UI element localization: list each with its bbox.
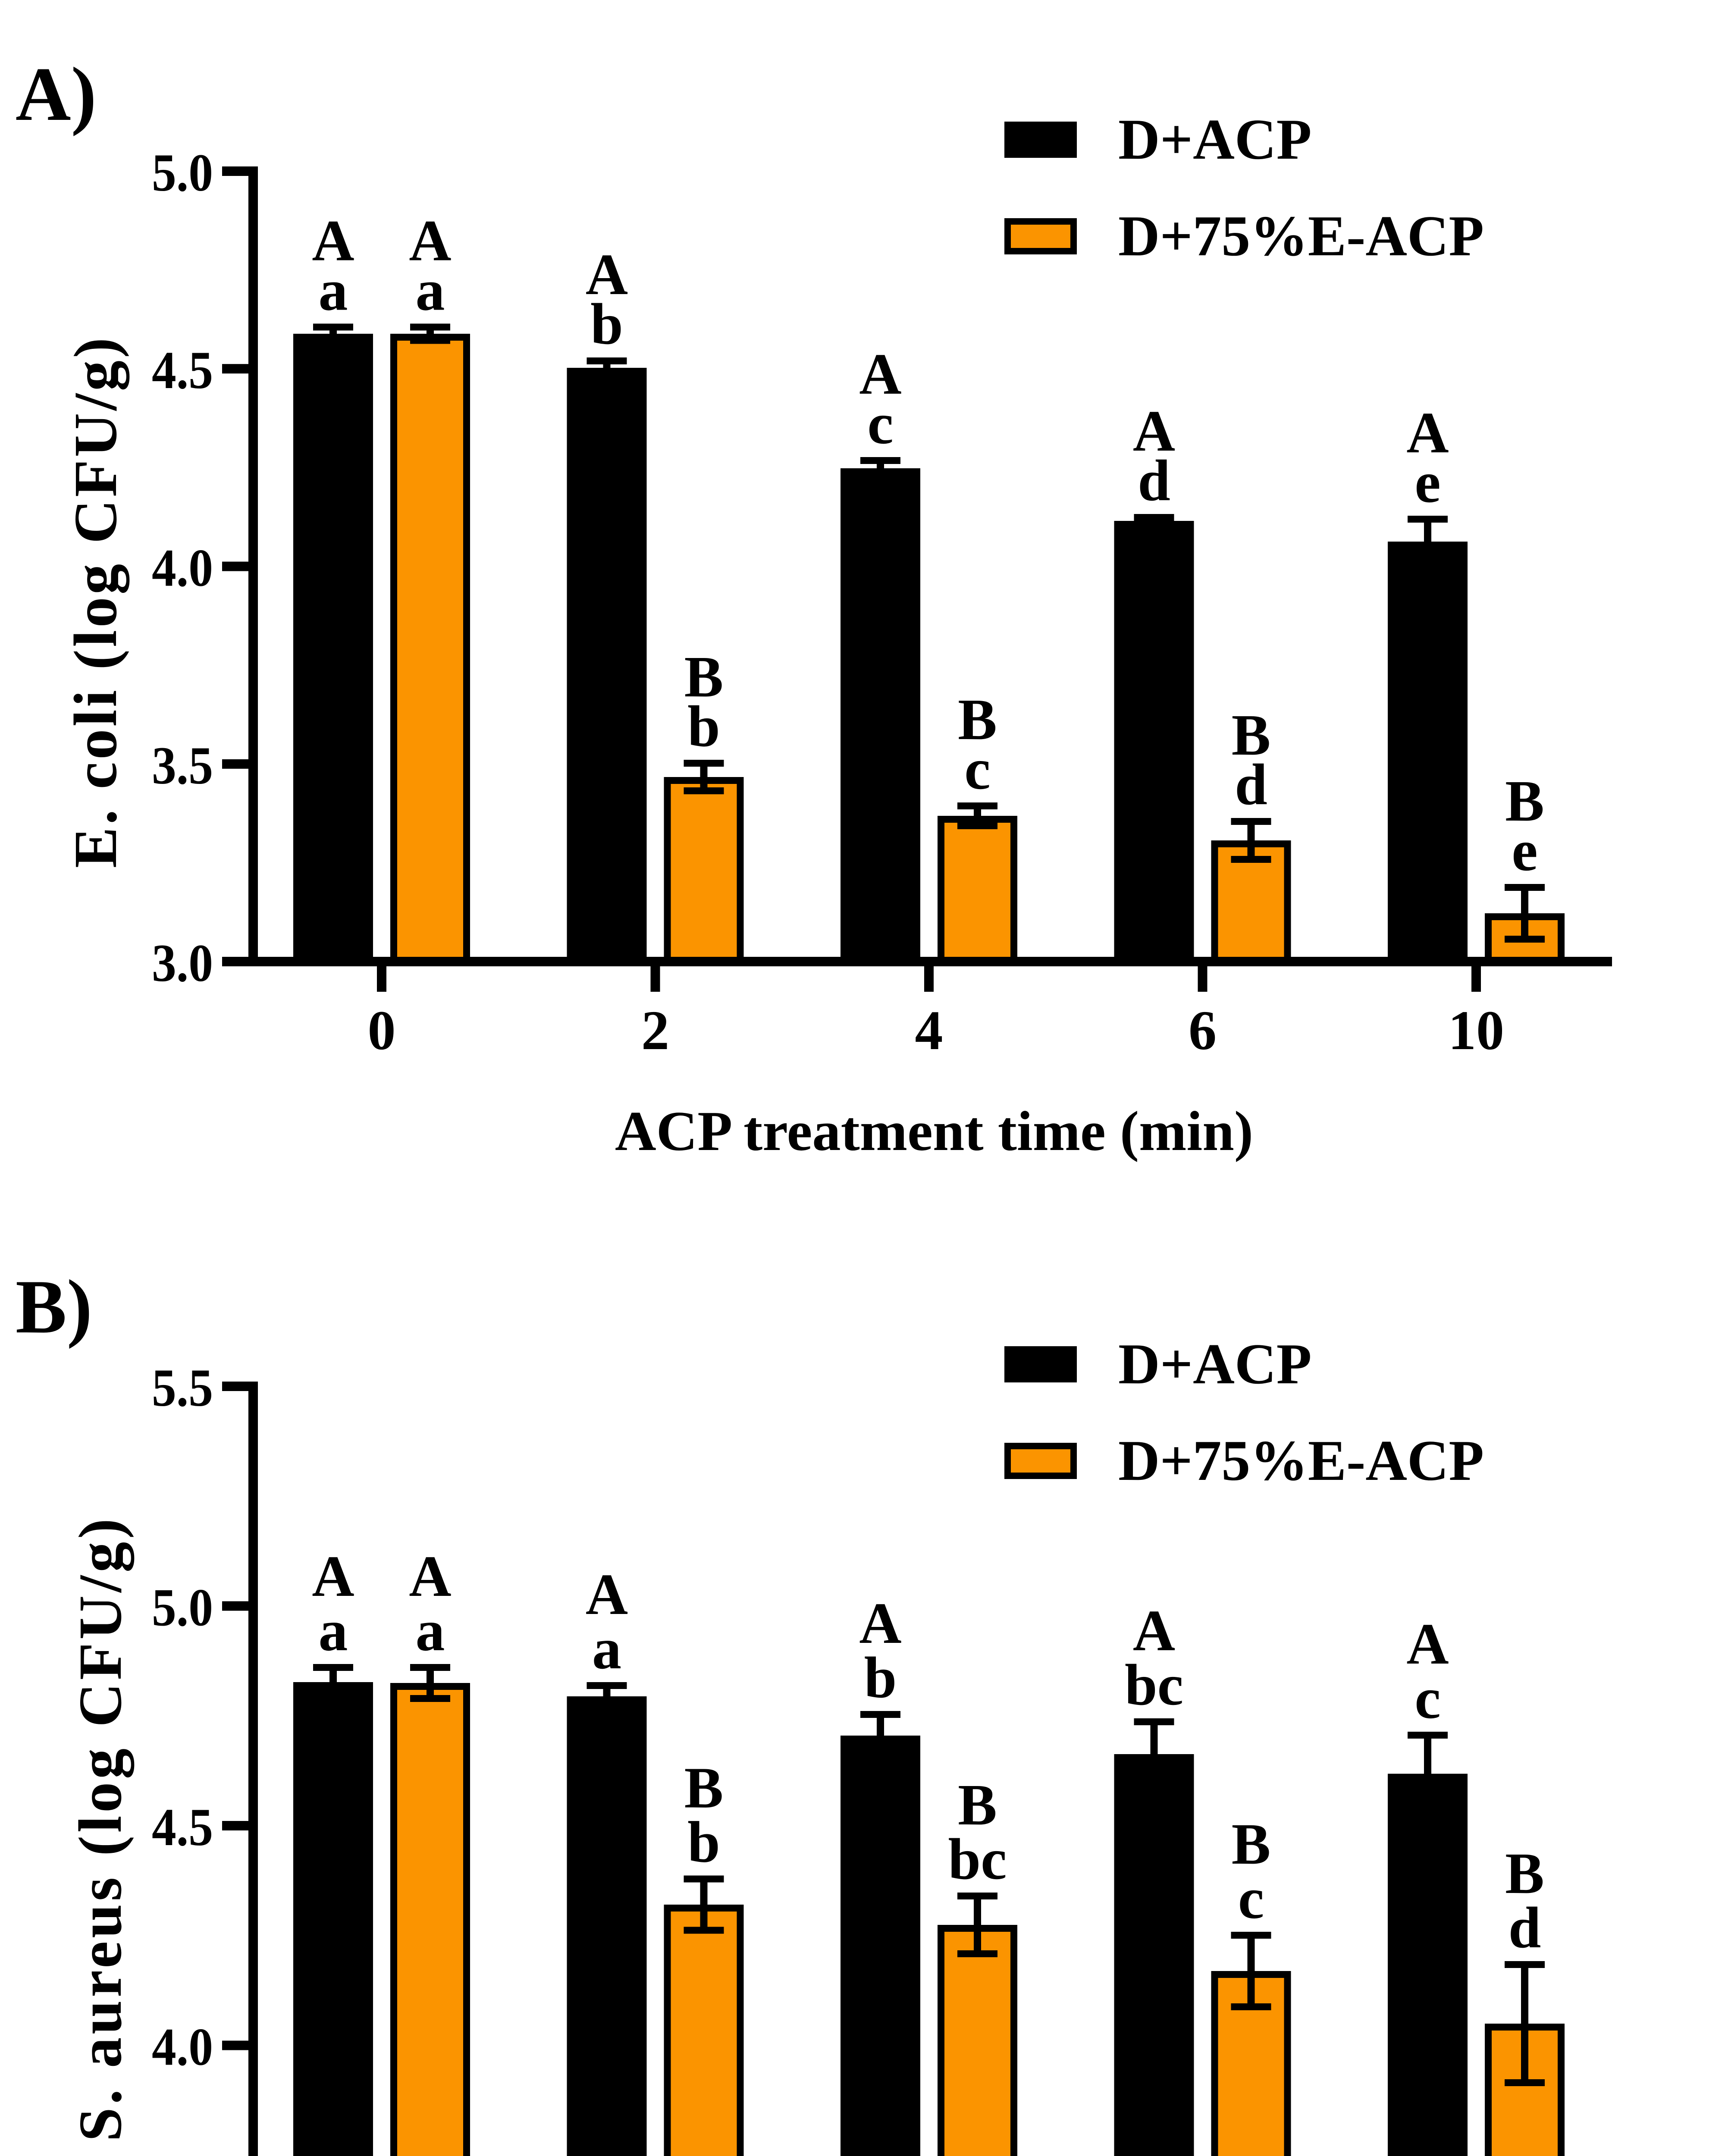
svg-text:e: e	[1512, 818, 1537, 883]
svg-text:4: 4	[915, 1000, 943, 1062]
svg-text:b: b	[590, 292, 623, 357]
svg-text:S. aureus (log CFU/g): S. aureus (log CFU/g)	[66, 1519, 134, 2142]
svg-text:c: c	[1414, 1666, 1440, 1731]
svg-text:c: c	[1238, 1866, 1264, 1931]
svg-text:ACP treatment time (min): ACP treatment time (min)	[615, 1100, 1253, 1163]
svg-text:A: A	[312, 209, 354, 273]
svg-text:A: A	[859, 342, 901, 407]
svg-text:5.0: 5.0	[152, 143, 213, 202]
svg-text:c: c	[964, 737, 990, 802]
svg-text:b: b	[687, 694, 720, 759]
svg-text:a: a	[319, 258, 348, 323]
svg-text:4.5: 4.5	[152, 341, 213, 400]
svg-text:6: 6	[1189, 1000, 1217, 1062]
svg-text:D+75%E-ACP: D+75%E-ACP	[1118, 204, 1484, 268]
svg-text:e: e	[1414, 450, 1440, 515]
svg-text:B: B	[958, 1773, 997, 1837]
svg-text:4.0: 4.0	[152, 2018, 213, 2077]
svg-text:a: a	[592, 1617, 621, 1681]
svg-text:0: 0	[368, 1000, 396, 1062]
svg-text:A: A	[1133, 1598, 1175, 1663]
svg-text:d: d	[1509, 1896, 1541, 1960]
svg-text:5.0: 5.0	[152, 1578, 213, 1637]
svg-text:A: A	[859, 1591, 901, 1656]
svg-text:E. coli (log CFU/g): E. coli (log CFU/g)	[61, 338, 129, 868]
svg-text:A: A	[409, 1544, 451, 1609]
svg-text:A): A)	[16, 51, 97, 137]
svg-text:A: A	[1406, 401, 1449, 465]
svg-text:B: B	[1232, 1812, 1271, 1877]
svg-text:b: b	[687, 1810, 720, 1875]
svg-text:d: d	[1138, 448, 1170, 513]
svg-text:3.0: 3.0	[152, 934, 213, 993]
svg-text:B: B	[684, 645, 724, 709]
svg-text:B: B	[1505, 769, 1544, 834]
svg-text:A: A	[1406, 1612, 1449, 1677]
svg-text:a: a	[416, 258, 445, 323]
svg-text:D+75%E-ACP: D+75%E-ACP	[1118, 1429, 1484, 1492]
svg-text:A: A	[1133, 399, 1175, 464]
svg-text:A: A	[586, 242, 628, 307]
svg-text:a: a	[319, 1598, 348, 1663]
svg-text:B: B	[684, 1756, 724, 1821]
svg-text:A: A	[586, 1562, 628, 1627]
svg-text:D+ACP: D+ACP	[1118, 1332, 1312, 1396]
svg-text:4.5: 4.5	[152, 1798, 213, 1857]
svg-text:b: b	[864, 1645, 897, 1710]
svg-text:4.0: 4.0	[152, 539, 213, 598]
svg-text:d: d	[1235, 752, 1267, 817]
svg-text:c: c	[867, 392, 893, 456]
svg-text:D+ACP: D+ACP	[1118, 107, 1312, 171]
svg-text:10: 10	[1448, 1000, 1504, 1062]
svg-text:3.5: 3.5	[152, 736, 213, 795]
svg-text:a: a	[416, 1598, 445, 1663]
svg-text:B: B	[1505, 1841, 1544, 1906]
svg-text:B: B	[1232, 703, 1271, 768]
svg-text:bc: bc	[948, 1827, 1007, 1892]
svg-text:2: 2	[641, 1000, 669, 1062]
svg-text:A: A	[312, 1544, 354, 1609]
svg-text:bc: bc	[1125, 1653, 1183, 1717]
svg-text:B: B	[958, 687, 997, 752]
svg-text:5.5: 5.5	[152, 1358, 213, 1417]
svg-text:B): B)	[16, 1264, 92, 1349]
svg-text:A: A	[409, 209, 451, 273]
